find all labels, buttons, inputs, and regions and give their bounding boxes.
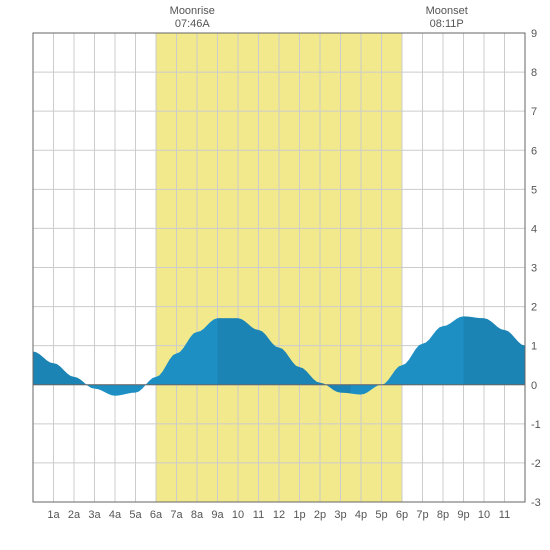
y-tick-label: -2 [531,458,541,470]
x-tick-label: 11 [499,509,510,521]
moonset-label: Moonset [426,5,468,17]
x-tick-label: 8a [191,509,204,521]
y-tick-label: 2 [531,302,537,314]
y-tick-label: 3 [531,263,537,275]
y-tick-label: 9 [531,28,537,40]
x-tick-label: 3a [88,509,101,521]
x-tick-label: 4a [109,509,122,521]
y-tick-label: 4 [531,223,537,235]
x-tick-label: 11 [253,509,264,521]
x-tick-label: 6p [396,509,408,521]
x-tick-label: 7a [170,509,183,521]
y-tick-label: -3 [531,497,541,509]
x-tick-label: 8p [437,509,449,521]
y-tick-label: 6 [531,145,537,157]
x-tick-label: 9p [457,509,469,521]
x-tick-label: 4p [355,509,367,521]
y-tick-label: 5 [531,184,537,196]
x-tick-label: 5a [129,509,142,521]
x-tick-label: 7p [416,509,428,521]
x-tick-label: 10 [478,509,490,521]
moonset-time: 08:11P [430,18,464,30]
tide-chart: -3-2-101234567891a2a3a4a5a6a7a8a9a101112… [0,0,550,550]
x-tick-label: 5p [375,509,387,521]
y-tick-label: 1 [531,341,537,353]
x-tick-label: 6a [150,509,163,521]
y-tick-label: 7 [531,106,537,118]
chart-svg: -3-2-101234567891a2a3a4a5a6a7a8a9a101112… [0,0,550,550]
y-tick-label: 0 [531,380,537,392]
x-tick-label: 1a [47,509,60,521]
x-tick-label: 12 [273,509,285,521]
x-tick-label: 2a [68,509,81,521]
x-tick-label: 10 [232,509,244,521]
y-tick-label: -1 [531,419,541,431]
x-tick-label: 2p [314,509,326,521]
x-tick-label: 1p [293,509,305,521]
y-tick-label: 8 [531,67,537,79]
moonrise-time: 07:46A [175,18,211,30]
x-tick-label: 9a [211,509,224,521]
moonrise-label: Moonrise [170,5,215,17]
x-tick-label: 3p [334,509,346,521]
